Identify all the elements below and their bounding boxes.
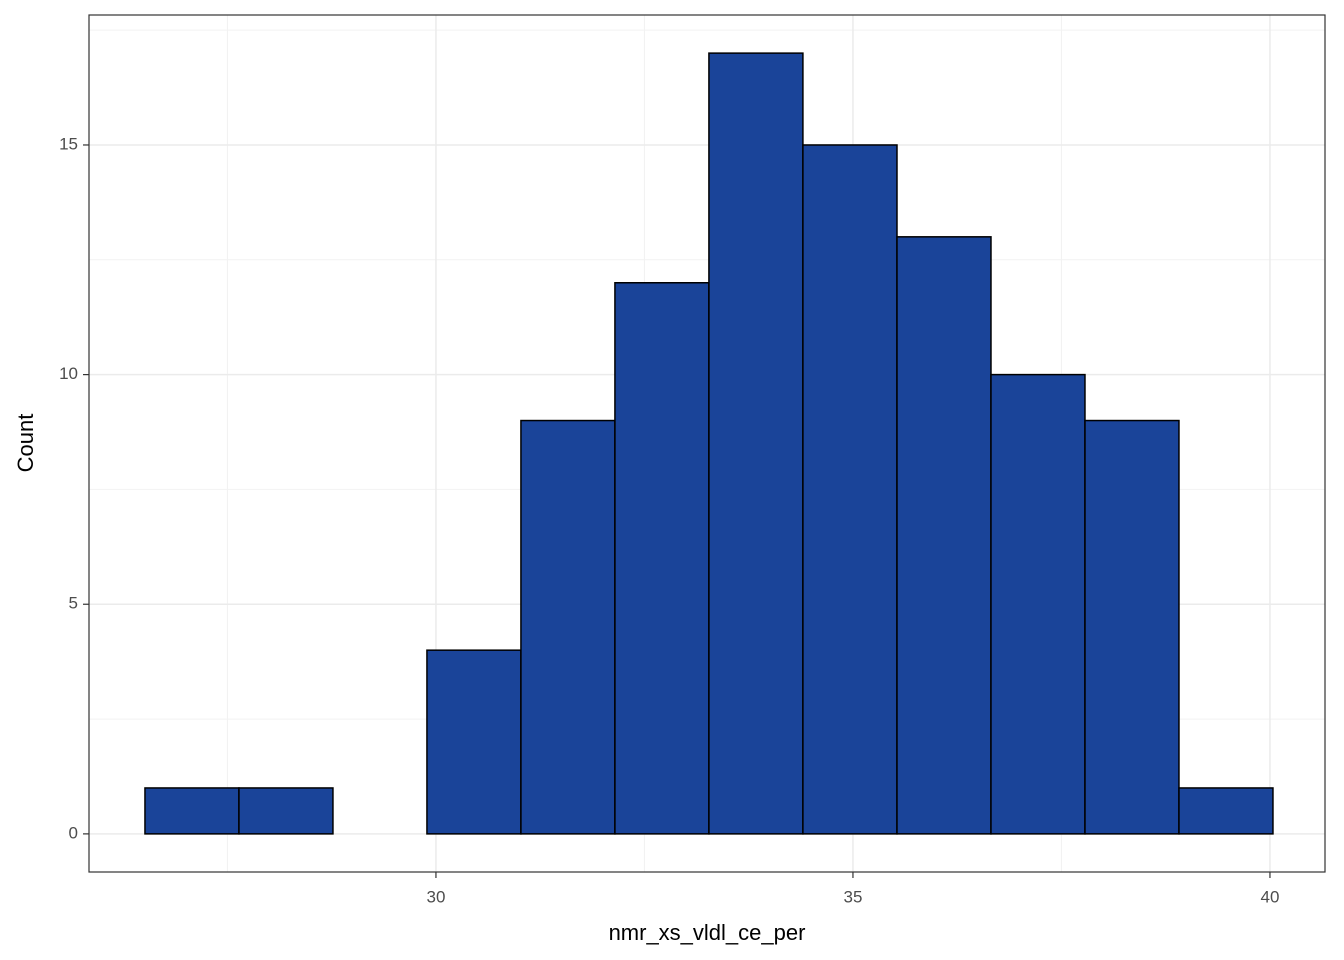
bar [144, 787, 240, 835]
panel-border [88, 14, 1326, 873]
y-tick-label: 5 [69, 594, 78, 613]
bar [990, 373, 1086, 835]
x-tick-label: 40 [1260, 887, 1279, 906]
bar [426, 649, 522, 835]
x-axis-title: nmr_xs_vldl_ce_per [609, 920, 806, 945]
y-axis-title: Count [13, 414, 38, 473]
y-tick-label: 15 [59, 134, 78, 153]
bar [614, 282, 710, 835]
bar [520, 419, 616, 835]
bar [802, 144, 898, 835]
y-tick-label: 0 [69, 823, 78, 842]
x-tick-label: 35 [843, 887, 862, 906]
y-tick-label: 10 [59, 364, 78, 383]
x-tick-label: 30 [426, 887, 445, 906]
bar [896, 236, 992, 835]
bar [238, 787, 334, 835]
bar [708, 52, 804, 835]
bar [1178, 787, 1274, 835]
bar [1084, 419, 1180, 835]
